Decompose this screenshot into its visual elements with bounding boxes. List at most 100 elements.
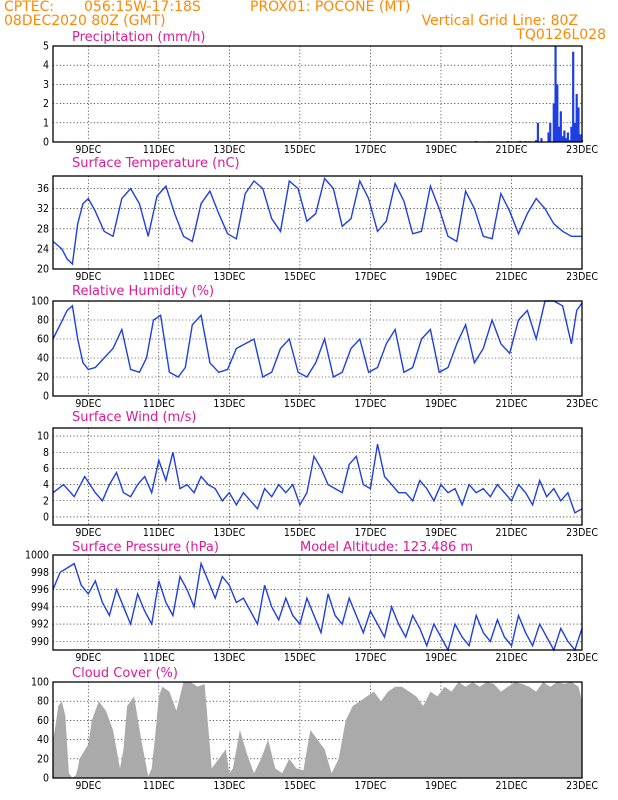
precip-bar	[536, 122, 540, 142]
x-tick-label: 17DEC	[354, 652, 386, 664]
x-tick-label: 9DEC	[75, 144, 101, 156]
y-tick-label: 60	[37, 334, 49, 346]
precip-bar	[566, 132, 569, 142]
y-tick-label: 2	[43, 495, 49, 507]
y-tick-label: 1000	[25, 550, 49, 562]
model-code-label: TQ0126L028	[516, 27, 606, 43]
y-tick-label: 998	[31, 567, 49, 579]
x-tick-label: 13DEC	[213, 527, 245, 539]
y-tick-label: 1	[43, 117, 49, 129]
y-tick-label: 8	[43, 447, 49, 459]
y-tick-label: 20	[37, 264, 49, 276]
x-tick-label: 9DEC	[75, 527, 101, 539]
x-tick-label: 11DEC	[143, 271, 175, 283]
precip-bar	[573, 122, 577, 142]
temp-series-line	[52, 177, 582, 266]
y-tick-label: 28	[37, 223, 49, 235]
x-tick-label: 13DEC	[213, 780, 245, 792]
precip-bar	[575, 94, 578, 142]
pressure-frame	[52, 554, 583, 651]
y-tick-label: 40	[37, 353, 49, 365]
wind-series-line	[52, 444, 583, 514]
x-tick-label: 9DEC	[75, 780, 101, 792]
y-tick-label: 40	[37, 734, 49, 746]
precip-bar	[556, 84, 559, 142]
y-tick-label: 3	[43, 79, 49, 91]
wind-panel	[52, 427, 583, 526]
x-tick-label: 21DEC	[496, 527, 528, 539]
model-altitude-label: Model Altitude: 123.486 m	[300, 540, 473, 555]
cloud-cover-area	[53, 682, 582, 778]
y-tick-label: 36	[37, 183, 49, 195]
x-tick-label: 19DEC	[425, 144, 457, 156]
x-tick-label: 11DEC	[143, 652, 175, 664]
y-tick-label: 4	[43, 479, 49, 491]
source-label: CPTEC:	[4, 0, 55, 15]
precip-bar	[565, 138, 568, 142]
x-tick-label: 17DEC	[354, 527, 386, 539]
coordinates-label: 056:15W-17:18S	[84, 0, 201, 15]
x-tick-label: 15DEC	[284, 780, 316, 792]
y-tick-label: 992	[31, 619, 49, 631]
y-tick-label: 100	[31, 677, 49, 689]
pressure-series-line	[52, 561, 583, 652]
y-tick-label: 990	[31, 636, 49, 648]
precip-bar	[552, 103, 555, 142]
y-tick-label: 80	[37, 696, 49, 708]
y-tick-label: 994	[31, 601, 49, 613]
y-tick-label: 60	[37, 715, 49, 727]
wind-frame	[52, 427, 583, 526]
x-tick-label: 21DEC	[496, 652, 528, 664]
y-tick-label: 5	[43, 41, 49, 53]
x-tick-label: 23DEC	[566, 527, 598, 539]
y-tick-label: 0	[43, 137, 49, 149]
run-time-label: 08DEC2020 80Z (GMT)	[4, 13, 166, 29]
x-tick-label: 15DEC	[284, 527, 316, 539]
precip-bar	[579, 134, 582, 142]
x-tick-label: 23DEC	[566, 144, 598, 156]
x-tick-label: 23DEC	[566, 780, 598, 792]
x-tick-label: 13DEC	[213, 271, 245, 283]
rh-series-line	[52, 300, 583, 379]
x-tick-label: 21DEC	[496, 271, 528, 283]
y-tick-label: 6	[43, 463, 49, 475]
y-tick-label: 0	[43, 773, 49, 785]
precip-bar	[572, 51, 575, 143]
precip-bar	[570, 126, 573, 142]
location-label: PROX01: POCONE (MT)	[250, 0, 411, 15]
y-tick-label: 20	[37, 372, 49, 384]
y-tick-label: 2	[43, 98, 49, 110]
pressure-panel	[52, 554, 583, 652]
x-tick-label: 19DEC	[425, 271, 457, 283]
x-tick-label: 21DEC	[496, 398, 528, 410]
precip-bar	[559, 111, 562, 142]
x-tick-label: 21DEC	[496, 144, 528, 156]
rh-frame	[52, 300, 583, 397]
y-tick-label: 996	[31, 584, 49, 596]
x-tick-label: 23DEC	[566, 398, 598, 410]
x-tick-label: 19DEC	[425, 652, 457, 664]
precip-bar	[547, 132, 550, 142]
precip-bar	[535, 140, 538, 142]
rh-title: Relative Humidity (%)	[72, 284, 214, 299]
precip-bar	[568, 140, 571, 142]
y-tick-label: 20	[37, 753, 49, 765]
x-tick-label: 13DEC	[213, 144, 245, 156]
precip-bar	[557, 126, 561, 142]
x-tick-label: 15DEC	[284, 271, 316, 283]
rh-panel	[52, 300, 583, 397]
x-tick-label: 13DEC	[213, 652, 245, 664]
grid-line-note: Vertical Grid Line: 80Z	[421, 13, 578, 29]
precip-panel	[52, 45, 584, 143]
wind-title: Surface Wind (m/s)	[72, 410, 196, 425]
y-tick-label: 0	[43, 511, 49, 523]
precip-bar	[540, 138, 543, 142]
x-tick-label: 9DEC	[75, 652, 101, 664]
x-tick-label: 9DEC	[75, 271, 101, 283]
x-tick-label: 19DEC	[425, 780, 457, 792]
x-tick-label: 11DEC	[143, 780, 175, 792]
x-tick-label: 11DEC	[143, 527, 175, 539]
y-tick-label: 4	[43, 60, 49, 72]
